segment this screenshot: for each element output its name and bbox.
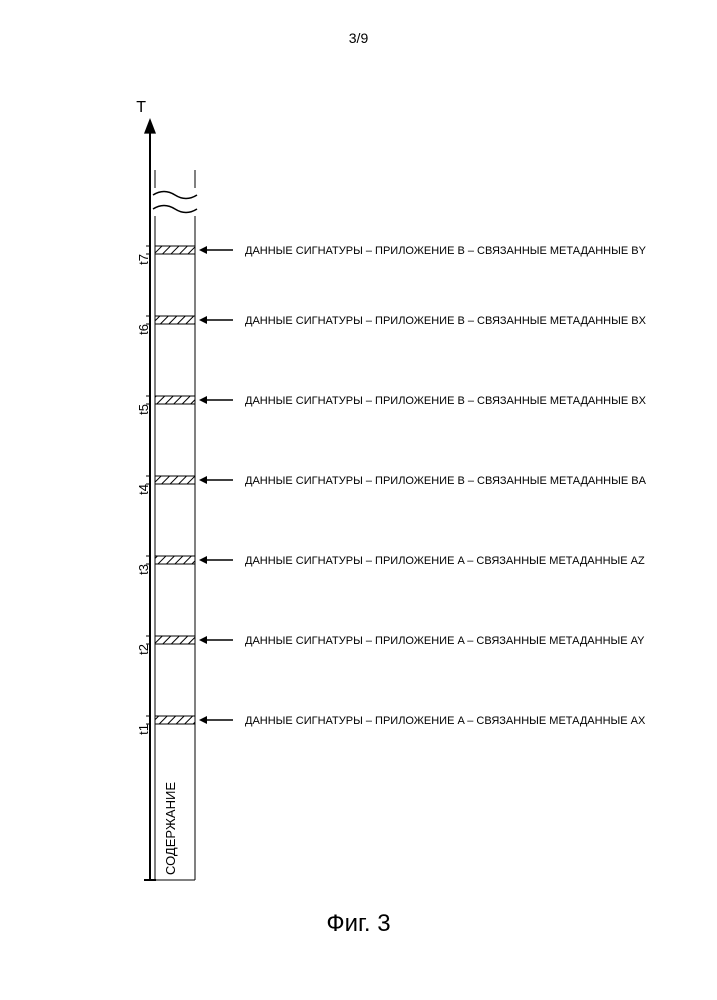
stripe-t2 xyxy=(155,636,195,644)
time-label-t2: t2 xyxy=(136,644,151,655)
annotation-arrowhead-t2 xyxy=(199,636,207,644)
stripe-t5 xyxy=(155,396,195,404)
annotation-text-t5: ДАННЫЕ СИГНАТУРЫ – ПРИЛОЖЕНИЕ B – СВЯЗАН… xyxy=(245,395,647,407)
annotation-arrowhead-t5 xyxy=(199,396,207,404)
stripe-t4 xyxy=(155,476,195,484)
content-label: СОДЕРЖАНИЕ xyxy=(163,782,178,875)
annotation-text-t2: ДАННЫЕ СИГНАТУРЫ – ПРИЛОЖЕНИЕ A – СВЯЗАН… xyxy=(245,635,645,647)
time-label-t7: t7 xyxy=(136,254,151,265)
stripe-t6 xyxy=(155,316,195,324)
time-label-t6: t6 xyxy=(136,324,151,335)
time-axis-label: T xyxy=(136,99,146,116)
stripe-t3 xyxy=(155,556,195,564)
figure-caption: Фиг. 3 xyxy=(0,910,717,938)
break-gap xyxy=(152,186,198,218)
figure-svg: T СОДЕРЖАНИЕ t1 ДАННЫЕ СИГНАТУРЫ – ПРИЛОЖЕН… xyxy=(0,0,717,1000)
annotation-arrowhead-t3 xyxy=(199,556,207,564)
time-label-t3: t3 xyxy=(136,564,151,575)
annotation-text-t3: ДАННЫЕ СИГНАТУРЫ – ПРИЛОЖЕНИЕ A – СВЯЗАН… xyxy=(245,555,645,567)
annotation-text-t4: ДАННЫЕ СИГНАТУРЫ – ПРИЛОЖЕНИЕ B – СВЯЗАН… xyxy=(245,475,647,487)
annotation-text-t1: ДАННЫЕ СИГНАТУРЫ – ПРИЛОЖЕНИЕ A – СВЯЗАН… xyxy=(245,715,646,727)
stripe-t1 xyxy=(155,716,195,724)
annotation-arrowhead-t6 xyxy=(199,316,207,324)
page: 3/9 TСОДЕРЖАНИЕt1ДАННЫЕ СИГНАТУРЫ – ПРИЛ… xyxy=(0,0,717,1000)
annotation-arrowhead-t7 xyxy=(199,246,207,254)
annotation-arrowhead-t4 xyxy=(199,476,207,484)
annotation-text-t6: ДАННЫЕ СИГНАТУРЫ – ПРИЛОЖЕНИЕ B – СВЯЗАН… xyxy=(245,315,647,327)
time-label-t5: t5 xyxy=(136,404,151,415)
annotation-arrowhead-t1 xyxy=(199,716,207,724)
time-axis-arrowhead xyxy=(144,118,156,134)
time-label-t1: t1 xyxy=(136,724,151,735)
time-label-t4: t4 xyxy=(136,484,151,495)
stripe-t7 xyxy=(155,246,195,254)
annotation-text-t7: ДАННЫЕ СИГНАТУРЫ – ПРИЛОЖЕНИЕ B – СВЯЗАН… xyxy=(245,245,647,257)
